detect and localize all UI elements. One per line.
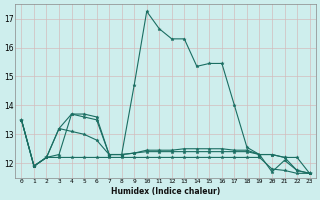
X-axis label: Humidex (Indice chaleur): Humidex (Indice chaleur) [111, 187, 220, 196]
